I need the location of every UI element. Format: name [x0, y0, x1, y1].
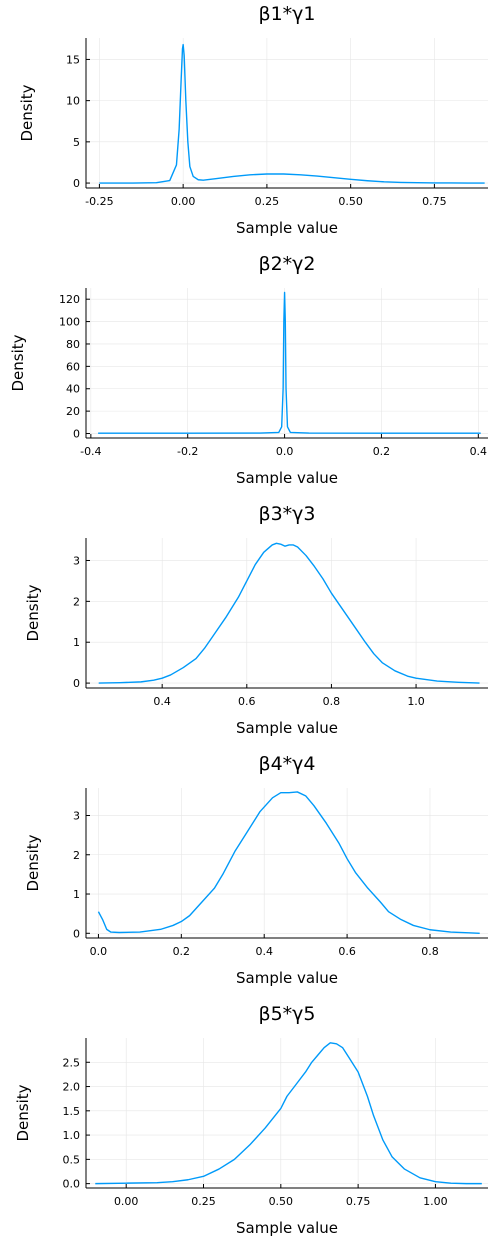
chart-title: β1*γ1 — [258, 3, 315, 25]
x-axis-label: Sample value — [236, 469, 338, 487]
y-axis-label: Density — [24, 834, 42, 891]
x-tick-label-3: 0.0 — [276, 445, 294, 458]
x-tick-label-5: 1.00 — [423, 1195, 448, 1208]
x-tick-label-4: 0.2 — [373, 445, 391, 458]
y-axis-label: Density — [9, 334, 27, 391]
x-tick-label-5: 0.4 — [470, 445, 488, 458]
subplot-5: 0.00 0.25 0.50 0.75 1.00 0.0 0.5 1.0 1.5 2.0 2.5 β5… — [14, 1003, 488, 1237]
y-tick-label-4: 3 — [73, 554, 80, 567]
x-tick-label-3: 0.4 — [255, 945, 273, 958]
y-tick-label-1: 0 — [73, 177, 80, 190]
subplot-2: -0.4 -0.2 0.0 0.2 0.4 0 20 40 60 80 100 120 β2*γ2 Sam… — [9, 253, 488, 487]
y-tick-label-1: 0 — [73, 677, 80, 690]
y-tick-label-4: 60 — [66, 360, 80, 373]
x-tick-label-1: -0.4 — [80, 445, 101, 458]
x-axis-label: Sample value — [236, 719, 338, 737]
y-axis-label: Density — [18, 84, 36, 141]
subplot-3: 0.4 0.6 0.8 1.0 0 1 2 3 β3*γ3 Sample value Density — [24, 503, 488, 737]
y-tick-label-6: 100 — [59, 316, 80, 329]
y-tick-label-5: 80 — [66, 338, 80, 351]
x-tick-label-2: 0.2 — [173, 945, 191, 958]
y-tick-label-3: 2 — [73, 849, 80, 862]
density-line — [97, 791, 480, 934]
y-tick-label-4: 3 — [73, 809, 80, 822]
x-tick-label-3: 0.50 — [269, 1195, 294, 1208]
y-tick-label-3: 10 — [66, 95, 80, 108]
y-tick-label-2: 20 — [66, 405, 80, 418]
x-tick-label-1: 0.4 — [153, 695, 171, 708]
chart-title: β3*γ3 — [258, 503, 315, 525]
x-tick-label-5: 0.8 — [421, 945, 439, 958]
density-line — [95, 1042, 482, 1185]
y-tick-label-2: 5 — [73, 136, 80, 149]
x-tick-label-4: 1.0 — [407, 695, 425, 708]
x-tick-label-2: 0.6 — [238, 695, 256, 708]
y-tick-label-6: 2.5 — [63, 1056, 81, 1069]
y-tick-label-4: 1.5 — [63, 1105, 81, 1118]
x-tick-label-2: 0.25 — [191, 1195, 216, 1208]
x-tick-label-4: 0.75 — [346, 1195, 371, 1208]
x-axis-label: Sample value — [236, 969, 338, 987]
y-tick-label-1: 0.0 — [63, 1178, 81, 1191]
y-tick-label-7: 120 — [59, 293, 80, 306]
x-axis-label: Sample value — [236, 219, 338, 237]
y-tick-label-1: 0 — [73, 927, 80, 940]
y-tick-label-5: 2.0 — [63, 1081, 81, 1094]
y-tick-label-3: 40 — [66, 383, 80, 396]
subplot-4: 0.0 0.2 0.4 0.6 0.8 0 1 2 3 β4*γ4 Sample value Dens… — [24, 753, 488, 987]
y-tick-label-2: 1 — [73, 636, 80, 649]
density-line — [99, 43, 485, 184]
y-tick-label-2: 0.5 — [63, 1153, 81, 1166]
y-axis-label: Density — [14, 1084, 32, 1141]
chart-title: β4*γ4 — [258, 753, 315, 775]
x-tick-label-4: 0.6 — [338, 945, 356, 958]
y-tick-label-3: 2 — [73, 595, 80, 608]
chart-title: β2*γ2 — [258, 253, 315, 275]
x-tick-label-1: 0.00 — [114, 1195, 139, 1208]
density-line — [98, 542, 480, 684]
x-tick-label-2: 0.00 — [171, 195, 196, 208]
y-tick-label-2: 1 — [73, 888, 80, 901]
y-tick-label-3: 1.0 — [63, 1129, 81, 1142]
y-tick-label-1: 0 — [73, 428, 80, 441]
subplot-1: -0.25 0.00 0.25 0.50 0.75 0 5 10 15 β1*γ1 Sample v… — [18, 3, 488, 237]
y-axis-label: Density — [24, 584, 42, 641]
x-tick-label-4: 0.50 — [338, 195, 363, 208]
x-tick-label-2: -0.2 — [177, 445, 198, 458]
x-tick-label-1: 0.0 — [90, 945, 108, 958]
x-tick-label-1: -0.25 — [85, 195, 113, 208]
chart-title: β5*γ5 — [258, 1003, 315, 1025]
density-line — [98, 291, 481, 434]
x-tick-label-3: 0.8 — [323, 695, 341, 708]
x-axis-label: Sample value — [236, 1219, 338, 1237]
x-tick-label-3: 0.25 — [255, 195, 280, 208]
x-tick-label-5: 0.75 — [422, 195, 447, 208]
y-tick-label-4: 15 — [66, 53, 80, 66]
